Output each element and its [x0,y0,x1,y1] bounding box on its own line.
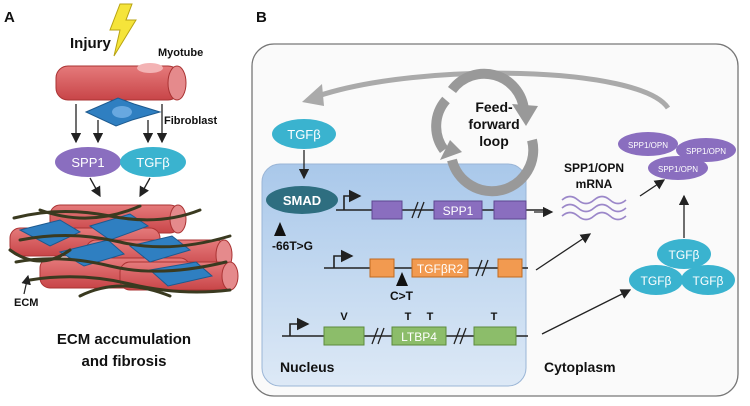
ltbp4-gene: LTBP4 [282,317,528,346]
loop-label-line2: forward [468,116,519,132]
fibrotic-tissue [8,204,239,298]
tgfb-ligand: TGFβ [272,119,336,149]
injury-label: Injury [70,35,111,52]
tgfb-ligand-label: TGFβ [287,127,320,142]
smad-label: SMAD [283,193,321,208]
feed-forward-loop-icon [431,68,539,197]
tgfb-protein-label: TGFβ [136,155,169,170]
myotube [55,63,187,101]
spp1-protein: SPP1 [55,147,121,177]
opn-protein-label-1: SPP1/OPN [628,141,668,150]
spp1-gene: SPP1 [336,189,548,220]
nucleus-label: Nucleus [280,359,335,375]
feedback-arrow [317,70,671,110]
panel-a-caption-line1: ECM accumulation [57,331,191,348]
fibroblast-label: Fibroblast [164,115,218,127]
spp1-protein-label: SPP1 [71,155,104,170]
loop-label-line1: Feed- [475,99,513,115]
mrna-strands [561,195,627,221]
ecm-pointer [21,274,31,295]
panel-b-arrows [534,179,690,335]
ltbp4-variant-t2: T [427,311,434,323]
lightning-icon [109,3,137,57]
ltbp4-variant-t1: T [405,311,412,323]
opn-protein-label-3: SPP1/OPN [658,165,698,174]
opn-protein-cluster [618,132,736,180]
tgfbr2-variant-marker [396,272,408,286]
tgfbr2-variant-label: C>T [390,289,414,303]
mrna-label-line2: mRNA [576,177,613,191]
panel-b-label: B [256,9,267,26]
spp1-gene-label: SPP1 [443,204,474,218]
tgfb-protein: TGFβ [120,147,186,177]
tgfb-cluster-label-2: TGFβ [641,274,672,288]
mrna-label-line1: SPP1/OPN [564,161,624,175]
tgfb-cluster [629,239,735,295]
smad-protein: SMAD [266,186,338,214]
ltbp4-variant-v: V [340,311,348,323]
opn-protein-label-2: SPP1/OPN [686,147,726,156]
spp1-variant-label: -66T>G [272,239,313,253]
loop-label-line3: loop [479,133,509,149]
ltbp4-variant-t3: T [491,311,498,323]
panel-a-label: A [4,9,15,26]
panel-a-arrows [70,104,168,198]
panel-a-caption-line2: and fibrosis [81,353,166,370]
tgfb-cluster-label-1: TGFβ [669,248,700,262]
tgfb-cluster-label-3: TGFβ [693,274,724,288]
ecm-label: ECM [14,297,38,309]
tgfbr2-gene-label: TGFβR2 [417,262,464,276]
fibroblast-cell [84,97,162,127]
cytoplasm-label: Cytoplasm [544,359,616,375]
myotube-label: Myotube [158,47,203,59]
tgfbr2-gene: TGFβR2 [324,249,528,278]
spp1-variant-marker [274,222,286,236]
ltbp4-gene-label: LTBP4 [401,330,437,344]
